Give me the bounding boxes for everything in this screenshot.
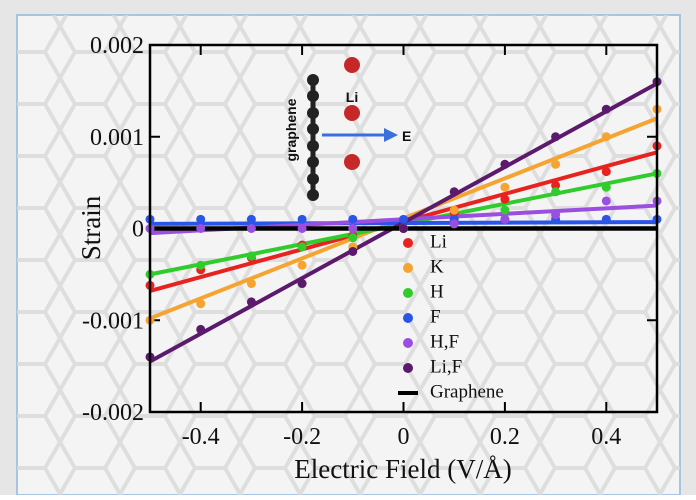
data-point xyxy=(602,196,611,205)
data-point xyxy=(450,219,459,228)
data-point xyxy=(450,187,459,196)
data-point xyxy=(298,224,307,233)
legend-label: H,F xyxy=(430,331,459,352)
data-point xyxy=(247,297,256,306)
li-atom xyxy=(344,57,360,73)
data-point xyxy=(500,160,509,169)
data-point xyxy=(450,206,459,215)
carbon-atom xyxy=(307,156,319,168)
legend-marker xyxy=(403,313,413,323)
x-axis-label: Electric Field (V/Å) xyxy=(294,454,511,484)
data-point xyxy=(399,224,408,233)
y-tick-label: 0.002 xyxy=(90,33,144,59)
legend-label: Li xyxy=(430,231,447,252)
carbon-atom xyxy=(307,173,319,185)
carbon-atom xyxy=(307,107,319,119)
data-point xyxy=(500,215,509,224)
y-tick-label: -0.002 xyxy=(82,400,144,426)
li-atom xyxy=(344,105,360,121)
y-tick-label: 0 xyxy=(132,217,144,243)
data-point xyxy=(247,224,256,233)
x-tick-label: 0 xyxy=(398,424,410,450)
carbon-atom xyxy=(307,74,319,86)
data-point xyxy=(247,279,256,288)
data-point xyxy=(348,224,357,233)
page: {"chart_data": { "type": "scatter", "xla… xyxy=(0,0,696,495)
data-point xyxy=(500,195,509,204)
legend-marker xyxy=(403,338,413,348)
x-tick-label: 0.4 xyxy=(591,424,621,450)
data-point xyxy=(298,242,307,251)
carbon-atom xyxy=(307,90,319,102)
y-tick-label: -0.001 xyxy=(82,308,144,334)
data-point xyxy=(196,224,205,233)
data-point xyxy=(399,215,408,224)
data-point xyxy=(551,187,560,196)
data-point xyxy=(602,132,611,141)
data-point xyxy=(196,215,205,224)
data-point xyxy=(551,132,560,141)
data-point xyxy=(247,252,256,261)
legend-label: F xyxy=(430,306,441,327)
li-atom xyxy=(344,154,360,170)
legend-label: K xyxy=(430,256,444,277)
data-point xyxy=(602,105,611,114)
x-tick-label: -0.4 xyxy=(182,424,220,450)
carbon-atom xyxy=(307,189,319,201)
legend-marker xyxy=(403,263,413,273)
data-point xyxy=(602,183,611,192)
li-label: Li xyxy=(346,89,358,105)
data-point xyxy=(551,210,560,219)
data-point xyxy=(602,167,611,176)
data-point xyxy=(247,215,256,224)
legend-label: H xyxy=(430,281,444,302)
x-tick-label: 0.2 xyxy=(490,424,520,450)
data-point xyxy=(500,183,509,192)
field-label: E xyxy=(402,128,411,144)
y-axis-label: Strain xyxy=(76,195,106,260)
data-point xyxy=(500,206,509,215)
data-point xyxy=(298,261,307,270)
data-point xyxy=(348,247,357,256)
data-point xyxy=(298,279,307,288)
data-point xyxy=(196,261,205,270)
data-point xyxy=(196,299,205,308)
data-point xyxy=(348,215,357,224)
legend-marker xyxy=(403,363,413,373)
data-point xyxy=(602,215,611,224)
data-point xyxy=(551,160,560,169)
legend-marker xyxy=(403,288,413,298)
data-point xyxy=(348,233,357,242)
legend-marker xyxy=(403,238,413,248)
chart: Electric Field (V/Å) Strain 0.002 0.001 0 -… xyxy=(0,0,696,495)
carbon-atom xyxy=(307,123,319,135)
legend-label: Li,F xyxy=(430,356,462,377)
x-tick-label: -0.2 xyxy=(283,424,321,450)
carbon-atom xyxy=(307,140,319,152)
y-tick-label: 0.001 xyxy=(90,125,144,151)
legend-label: Graphene xyxy=(430,381,504,402)
graphene-label: graphene xyxy=(283,98,299,161)
data-point xyxy=(298,215,307,224)
data-point xyxy=(196,325,205,334)
